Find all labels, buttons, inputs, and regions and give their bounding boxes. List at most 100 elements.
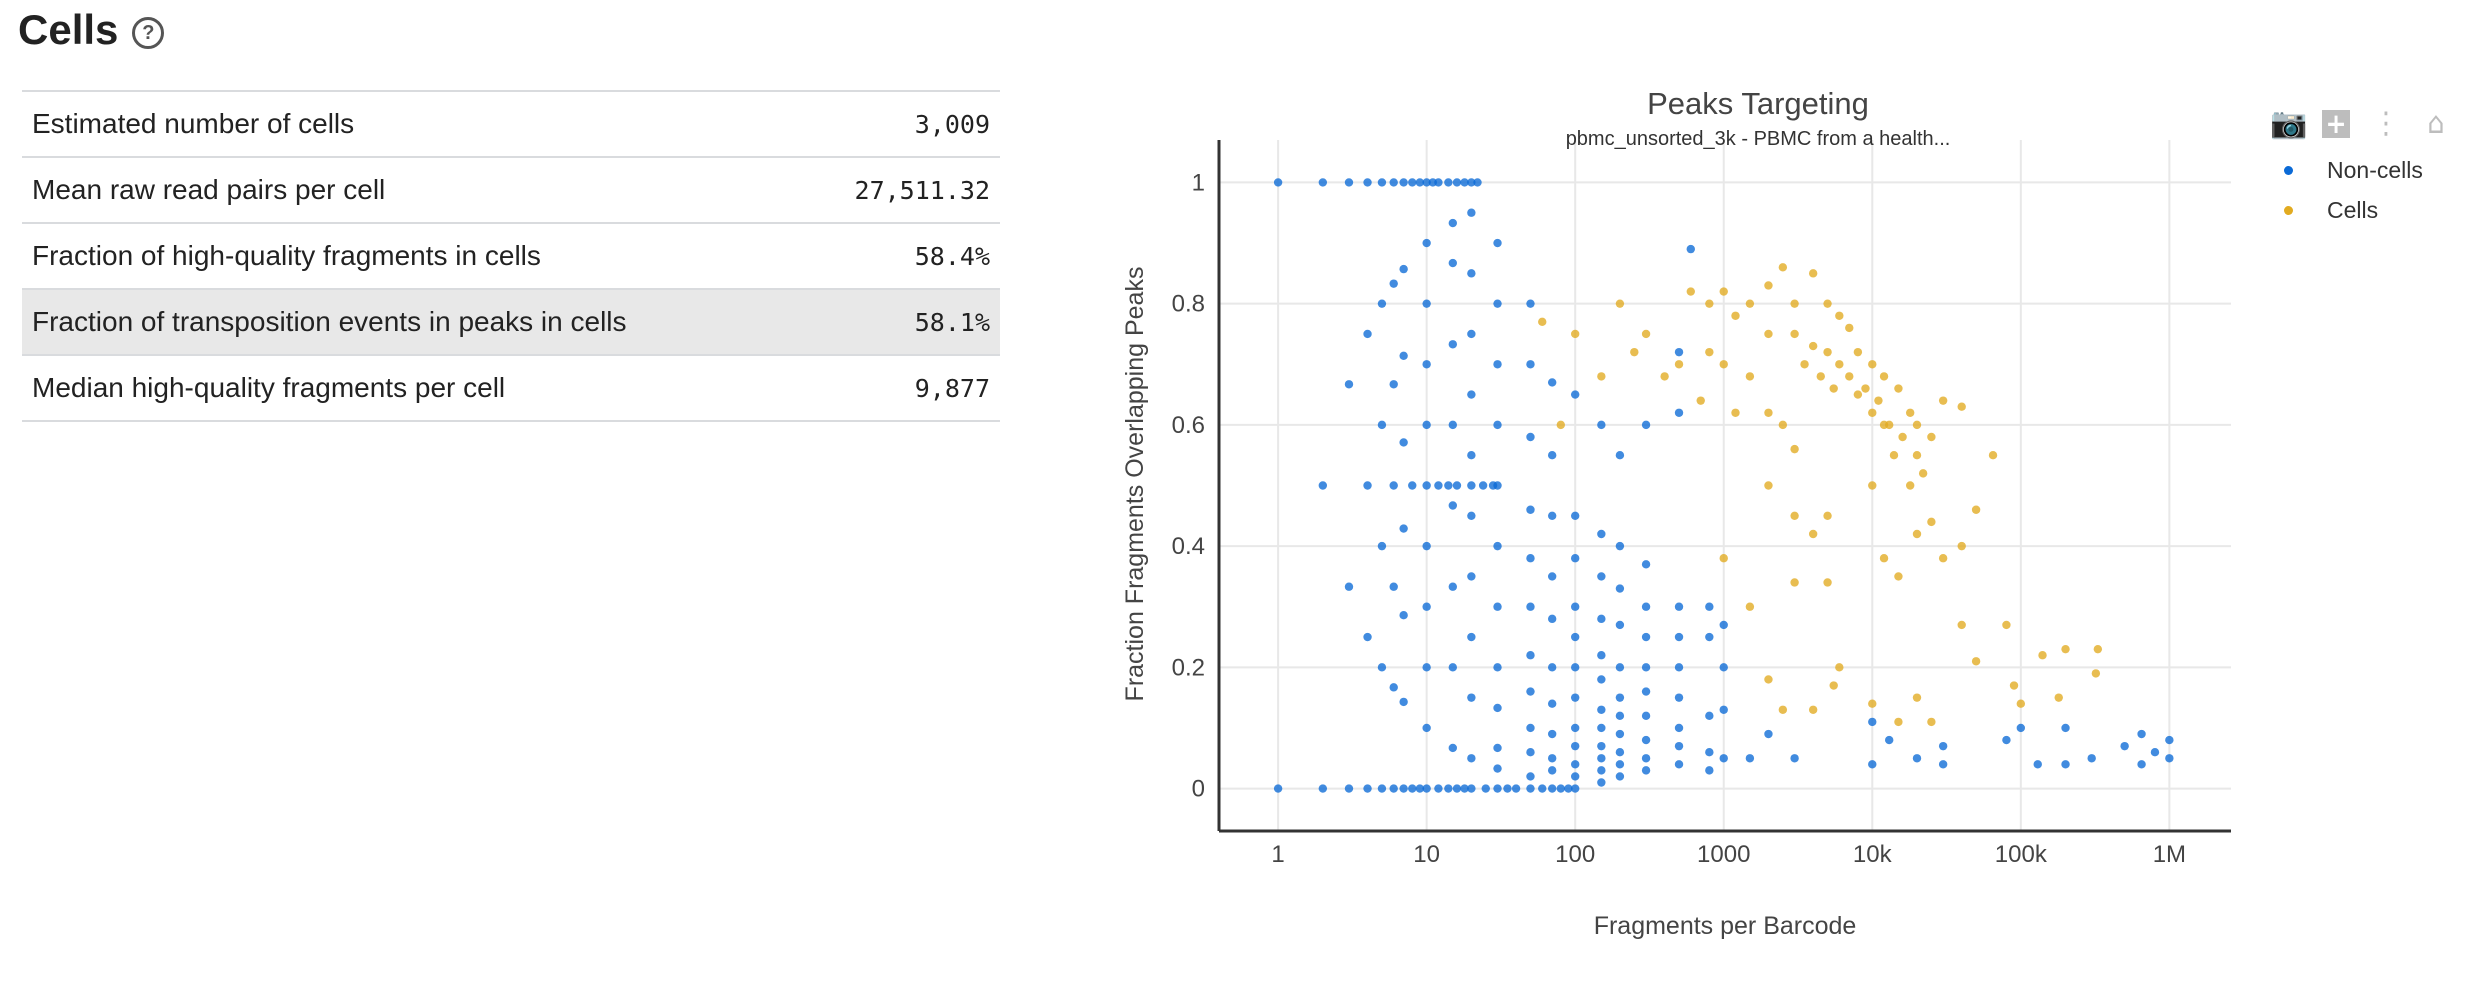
- x-tick-label: 1000: [1697, 841, 1750, 868]
- data-point: [1971, 657, 1981, 666]
- data-point: [1879, 554, 1889, 563]
- data-point: [1912, 693, 1922, 702]
- data-point: [1764, 329, 1773, 339]
- data-point: [1473, 178, 1482, 187]
- data-point: [1434, 178, 1443, 187]
- data-point: [1853, 390, 1863, 399]
- data-point: [2002, 620, 2011, 630]
- data-point: [1641, 663, 1651, 672]
- data-point: [1845, 372, 1854, 381]
- data-point: [1927, 517, 1936, 527]
- data-point: [1448, 258, 1458, 268]
- data-point: [1853, 347, 1863, 357]
- x-tick-label: 1M: [2153, 841, 2186, 868]
- data-point: [1526, 687, 1535, 696]
- data-point: [1389, 481, 1398, 490]
- metric-label: Fraction of high-quality fragments in ce…: [22, 222, 803, 290]
- data-point: [1800, 360, 1809, 369]
- legend-marker: [2284, 205, 2293, 215]
- data-point: [2091, 669, 2101, 678]
- data-point: [1547, 663, 1557, 672]
- data-point: [1835, 360, 1844, 369]
- data-point: [1547, 378, 1557, 387]
- data-point: [1674, 693, 1684, 702]
- question-circle-icon[interactable]: ?: [132, 17, 165, 49]
- data-point: [1448, 218, 1458, 228]
- data-point: [1377, 541, 1387, 551]
- autoscale-icon[interactable]: ⋮: [2372, 106, 2400, 141]
- data-point: [1829, 681, 1838, 690]
- data-point: [1389, 178, 1398, 187]
- data-point: [1526, 360, 1535, 369]
- data-point: [1641, 602, 1651, 611]
- data-point: [1422, 420, 1431, 430]
- data-point: [1422, 784, 1431, 793]
- data-point: [1745, 372, 1755, 381]
- data-point: [1422, 360, 1431, 369]
- data-point: [1988, 450, 1998, 460]
- data-point: [1273, 178, 1283, 187]
- data-point: [1467, 784, 1476, 793]
- data-point: [1415, 784, 1425, 793]
- home-icon[interactable]: ⌂: [2427, 106, 2445, 141]
- data-point: [1389, 582, 1398, 591]
- data-point: [1467, 754, 1476, 763]
- data-point: [1912, 529, 1922, 539]
- data-point: [1377, 420, 1387, 430]
- data-point: [1705, 632, 1714, 642]
- data-point: [1526, 554, 1535, 563]
- table-row: Fraction of high-quality fragments in ce…: [22, 222, 1000, 290]
- data-point: [1894, 384, 1903, 393]
- data-point: [1731, 408, 1740, 417]
- data-point: [1885, 735, 1894, 745]
- series-non-cells: [1273, 178, 2174, 793]
- data-point: [1927, 432, 1936, 442]
- data-point: [1460, 784, 1469, 793]
- data-point: [2061, 644, 2070, 654]
- camera-icon[interactable]: 📷: [2270, 106, 2308, 141]
- data-point: [1570, 693, 1580, 702]
- data-point: [1764, 675, 1773, 684]
- data-point: [1660, 372, 1669, 381]
- data-point: [1823, 347, 1832, 357]
- data-point: [2137, 760, 2146, 769]
- legend-item-non-cells[interactable]: Non-cells: [2272, 150, 2423, 190]
- data-point: [1526, 651, 1535, 660]
- data-point: [1764, 729, 1773, 739]
- data-point: [2061, 760, 2070, 769]
- data-point: [1318, 481, 1328, 490]
- data-point: [1879, 372, 1889, 381]
- plus-box-icon[interactable]: +: [2320, 108, 2352, 140]
- data-point: [1641, 329, 1651, 339]
- legend-item-cells[interactable]: Cells: [2272, 190, 2423, 230]
- data-point: [1570, 772, 1580, 781]
- data-point: [1868, 360, 1877, 369]
- data-point: [1547, 699, 1557, 708]
- data-point: [1377, 784, 1387, 793]
- data-point: [1674, 741, 1684, 751]
- metric-value: 58.4%: [802, 222, 1000, 290]
- data-point: [1399, 697, 1408, 707]
- data-point: [1889, 450, 1899, 460]
- data-point: [1790, 299, 1799, 308]
- data-point: [1927, 717, 1936, 727]
- data-point: [1823, 511, 1832, 521]
- data-point: [2061, 723, 2070, 733]
- data-point: [2054, 693, 2063, 702]
- data-point: [1389, 683, 1398, 692]
- data-point: [1912, 420, 1922, 430]
- data-point: [1493, 420, 1502, 430]
- data-point: [1493, 602, 1502, 611]
- data-point: [1399, 438, 1408, 447]
- axes: 1 10 100 1000 10k 100k 1M 0 0.2 0.4 0.6 0.8 1: [1172, 140, 2231, 868]
- data-point: [1481, 784, 1490, 793]
- data-point: [1570, 741, 1580, 751]
- data-point: [1938, 396, 1948, 405]
- data-point: [1868, 717, 1877, 727]
- data-point: [1641, 632, 1651, 642]
- data-point: [1444, 481, 1453, 490]
- data-point: [1868, 699, 1877, 708]
- data-point: [1823, 299, 1832, 308]
- data-point: [1719, 663, 1728, 672]
